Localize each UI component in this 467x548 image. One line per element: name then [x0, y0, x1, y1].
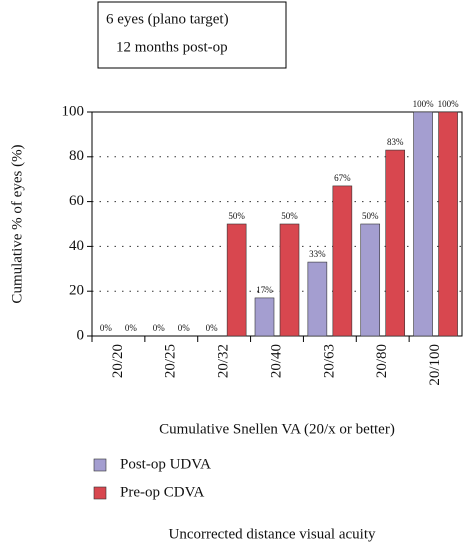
value-label: 100% — [413, 99, 435, 109]
value-label: 33% — [309, 249, 326, 259]
bar — [413, 111, 433, 337]
bar — [438, 111, 458, 337]
value-label: 0% — [100, 323, 113, 333]
x-tick-label: 20/25 — [163, 344, 179, 378]
y-tick-label: 80 — [69, 148, 84, 164]
bar — [279, 223, 300, 337]
legend-swatch — [93, 486, 107, 500]
y-tick-label: 100 — [62, 103, 85, 119]
bar — [332, 185, 353, 337]
bar — [385, 149, 406, 337]
bar — [226, 223, 247, 337]
annotation: 12 months post-op — [116, 39, 228, 55]
value-label: 50% — [228, 211, 245, 221]
x-tick-label: 20/40 — [268, 344, 284, 378]
value-label: 83% — [387, 137, 404, 147]
y-tick-label: 0 — [77, 327, 85, 343]
value-label: 67% — [334, 173, 351, 183]
plot-frame — [91, 111, 463, 337]
bar — [360, 223, 381, 337]
x-axis-label: Cumulative Snellen VA (20/x or better) — [159, 421, 395, 437]
legend-label: Pre-op CDVA — [120, 484, 204, 500]
value-label: 0% — [153, 323, 166, 333]
bar — [307, 261, 328, 337]
y-axis-label: Cumulative % of eyes (%) — [9, 144, 25, 303]
value-label: 50% — [281, 211, 298, 221]
x-tick-label: 20/100 — [427, 344, 443, 386]
value-label: 0% — [178, 323, 191, 333]
x-tick-label: 20/80 — [374, 344, 390, 378]
y-tick-label: 20 — [69, 283, 84, 299]
value-label: 100% — [438, 99, 460, 109]
caption: Uncorrected distance visual acuity — [169, 526, 376, 542]
x-tick-label: 20/20 — [110, 344, 126, 378]
legend-label: Post-op UDVA — [120, 456, 211, 472]
value-label: 0% — [206, 323, 219, 333]
value-label: 17% — [256, 285, 273, 295]
y-tick-label: 40 — [69, 238, 84, 254]
x-tick-label: 20/63 — [321, 344, 337, 378]
annotation: 6 eyes (plano target) — [106, 11, 229, 27]
legend-swatch — [93, 458, 107, 472]
bar — [254, 297, 275, 337]
value-label: 0% — [125, 323, 138, 333]
value-label: 50% — [362, 211, 379, 221]
x-tick-label: 20/32 — [216, 344, 232, 378]
annotation-box — [97, 1, 287, 69]
y-tick-label: 60 — [69, 193, 84, 209]
